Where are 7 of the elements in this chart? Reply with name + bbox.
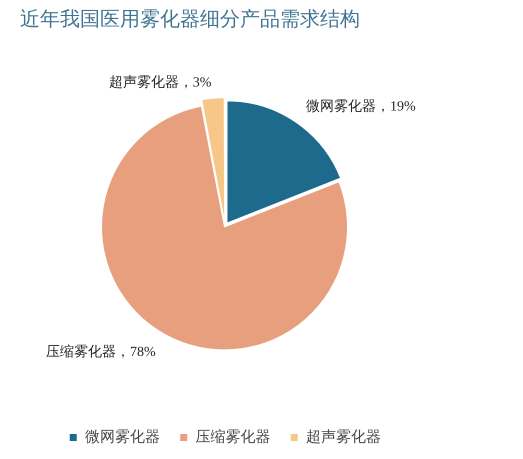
- legend-label: 超声雾化器: [306, 428, 381, 446]
- data-label: 微网雾化器，19%: [306, 98, 416, 115]
- legend-label: 压缩雾化器: [195, 428, 270, 446]
- chart-title: 近年我国医用雾化器细分产品需求结构: [20, 8, 360, 30]
- data-label: 超声雾化器，3%: [108, 74, 212, 90]
- data-label: 压缩雾化器，78%: [46, 344, 156, 360]
- legend-label: 微网雾化器: [84, 428, 160, 446]
